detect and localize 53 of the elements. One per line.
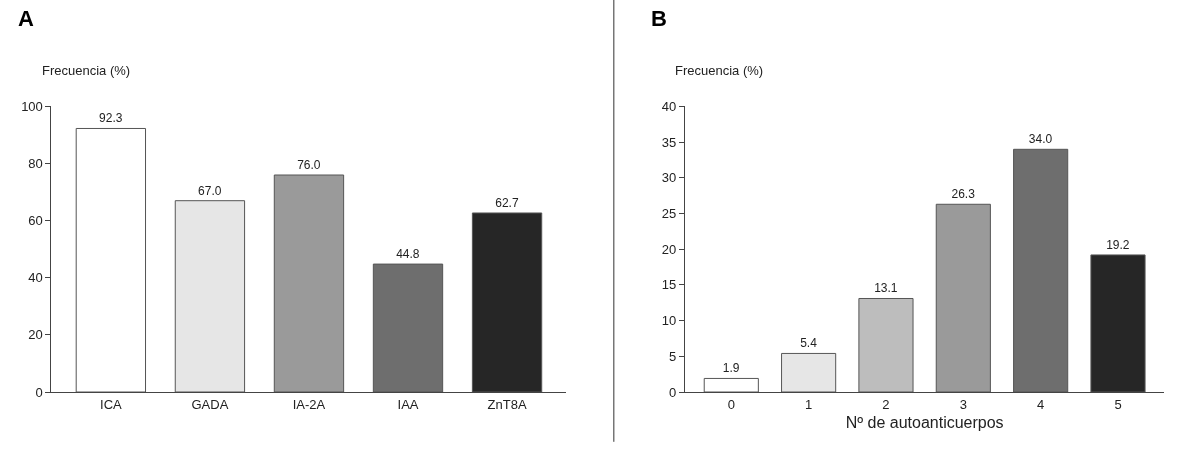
bar	[372, 263, 444, 392]
x-tick-label: 3	[959, 396, 967, 412]
data-label: 44.8	[396, 247, 420, 262]
x-tick-label: ZnT8A	[487, 396, 527, 412]
x-tick-label: IAA	[397, 396, 419, 412]
y-tick-label: 20	[28, 327, 43, 343]
bar	[703, 377, 759, 392]
y-tick-label: 80	[28, 156, 43, 172]
x-axis-title: Nº de autoanticuerpos	[845, 414, 1004, 432]
y-tick-label: 40	[661, 99, 677, 115]
data-label: 76.0	[297, 158, 321, 172]
x-tick-label: GADA	[191, 396, 229, 412]
data-label: 92.3	[99, 111, 123, 126]
y-tick-label: 30	[661, 170, 677, 186]
x-tick-label: 0	[727, 396, 735, 412]
x-tick-label: IA-2A	[292, 396, 326, 412]
x-tick-label: 2	[882, 396, 890, 412]
y-tick-label: 0	[35, 384, 43, 400]
y-tick-label: 60	[28, 213, 43, 229]
data-label: 5.4	[800, 336, 818, 351]
x-tick-label: ICA	[100, 396, 123, 412]
data-label: 34.0	[1028, 132, 1053, 147]
bar	[75, 127, 147, 392]
y-tick-label: 100	[21, 99, 43, 115]
y-tick-label: 20	[661, 241, 677, 257]
x-tick-label: 5	[1114, 396, 1122, 412]
x-tick-label: 1	[805, 396, 813, 412]
bar	[1013, 148, 1069, 392]
bar	[858, 297, 914, 392]
data-label: 1.9	[722, 361, 740, 376]
data-label: 62.7	[495, 195, 519, 210]
y-tick-label: 15	[661, 277, 677, 293]
chart-title: A	[18, 6, 34, 31]
y-axis-title: Frecuencia (%)	[42, 63, 131, 78]
y-tick-label: 35	[661, 134, 677, 150]
x-tick-label: 4	[1037, 396, 1045, 412]
bar	[174, 200, 246, 392]
y-tick-label: 0	[669, 384, 677, 400]
chart-title: B	[651, 6, 667, 31]
bar	[471, 212, 543, 392]
data-label: 13.1	[874, 281, 898, 296]
y-axis-title: Frecuencia (%)	[675, 63, 764, 78]
data-label: 67.0	[198, 183, 222, 198]
bar	[1090, 254, 1146, 392]
bar	[781, 352, 837, 392]
y-tick-label: 40	[28, 270, 43, 286]
bar	[935, 203, 991, 392]
y-tick-label: 25	[661, 206, 677, 222]
data-label: 26.3	[951, 187, 976, 202]
bar	[273, 174, 345, 392]
y-tick-label: 10	[661, 313, 677, 329]
y-tick-label: 5	[669, 348, 677, 364]
data-label: 19.2	[1106, 237, 1130, 252]
